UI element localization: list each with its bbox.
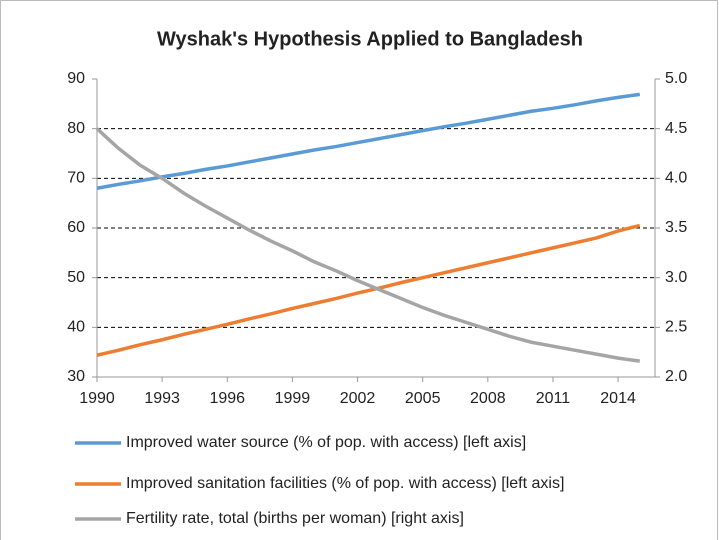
x-tick-label: 2014 (600, 390, 636, 407)
x-tick-label: 1996 (209, 390, 245, 407)
x-tick-label: 2008 (470, 390, 506, 407)
y-tick-label: 30 (67, 368, 85, 385)
legend-label: Improved water source (% of pop. with ac… (126, 434, 526, 451)
y2-tick-label: 5.0 (665, 70, 687, 87)
x-tick-label: 1993 (144, 390, 180, 407)
legend-label: Fertility rate, total (births per woman)… (126, 510, 464, 527)
y-tick-label: 90 (67, 70, 85, 87)
legend-label: Improved sanitation facilities (% of pop… (126, 475, 564, 492)
series-line (95, 127, 641, 363)
y-tick-label: 60 (67, 219, 85, 236)
series-line (96, 223, 641, 357)
y-tick-label: 70 (67, 170, 85, 187)
x-tick-label: 2002 (340, 390, 376, 407)
x-tick-label: 1999 (275, 390, 311, 407)
y2-tick-label: 4.0 (665, 170, 687, 187)
y-tick-label: 40 (67, 319, 85, 336)
y-tick-label: 50 (67, 269, 85, 286)
y-tick-label: 80 (67, 120, 85, 137)
y2-tick-label: 4.5 (665, 120, 687, 137)
y2-tick-label: 2.5 (665, 319, 687, 336)
x-tick-label: 1990 (79, 390, 115, 407)
chart-title: Wyshak's Hypothesis Applied to Banglades… (157, 28, 583, 50)
series-line (96, 92, 641, 190)
x-tick-label: 2011 (536, 390, 571, 407)
y2-tick-label: 3.5 (665, 219, 687, 236)
y2-tick-label: 3.0 (665, 269, 687, 286)
x-tick-label: 2005 (405, 390, 441, 407)
y2-tick-label: 2.0 (665, 368, 687, 385)
